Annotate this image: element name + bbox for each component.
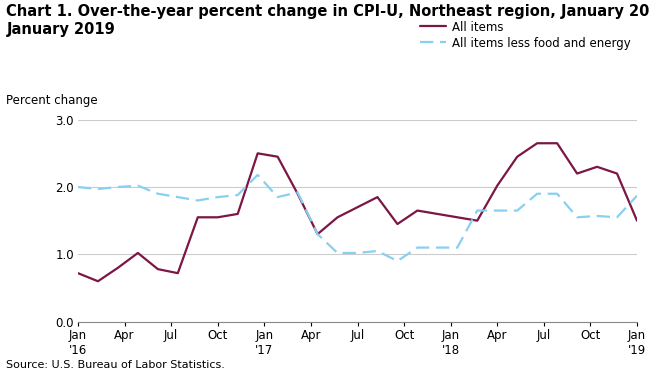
All items less food and energy [434,245,441,250]
All items less food and energy [154,191,162,196]
All items less food and energy [314,232,322,236]
All items less food and energy [214,195,222,199]
All items less food and energy [294,190,302,194]
All items less food and energy [613,215,621,220]
All items less food and energy [174,195,182,199]
Legend: All items, All items less food and energy: All items, All items less food and energ… [421,21,631,49]
Line: All items less food and energy: All items less food and energy [78,175,637,261]
All items [593,165,601,169]
All items [613,171,621,176]
All items [473,218,481,223]
All items less food and energy [74,185,82,189]
All items [294,191,302,196]
All items less food and energy [593,214,601,218]
All items [154,267,162,272]
All items less food and energy [234,193,242,197]
All items [114,266,122,270]
All items [393,222,401,226]
All items less food and energy [114,185,122,189]
All items less food and energy [333,251,341,255]
All items less food and energy [393,259,401,263]
All items less food and energy [493,208,501,213]
All items less food and energy [533,191,541,196]
All items less food and energy [94,187,102,191]
All items less food and energy [573,215,581,220]
All items [174,271,182,275]
All items [454,215,462,220]
All items less food and energy [134,183,142,188]
All items [74,271,82,275]
Text: Percent change: Percent change [6,94,98,107]
All items [374,195,382,199]
Text: Source: U.S. Bureau of Labor Statistics.: Source: U.S. Bureau of Labor Statistics. [6,360,226,370]
All items less food and energy [354,251,361,255]
All items [254,151,261,156]
All items [354,205,361,209]
All items [434,212,441,216]
All items less food and energy [254,173,261,177]
Line: All items: All items [78,143,637,281]
All items [533,141,541,145]
All items [194,215,202,220]
All items [633,218,641,223]
All items [94,279,102,283]
Text: Chart 1. Over-the-year percent change in CPI-U, Northeast region, January 2016–
: Chart 1. Over-the-year percent change in… [6,4,650,37]
All items [214,215,222,220]
All items less food and energy [413,245,421,250]
All items less food and energy [274,195,281,199]
All items [234,212,242,216]
All items [274,154,281,159]
All items less food and energy [633,193,641,198]
All items [514,154,521,159]
All items less food and energy [374,249,382,253]
All items [573,171,581,176]
All items less food and energy [454,245,462,250]
All items less food and energy [194,198,202,203]
All items less food and energy [514,208,521,213]
All items [413,208,421,213]
All items less food and energy [473,208,481,213]
All items [553,141,561,145]
All items [134,251,142,255]
All items less food and energy [553,191,561,196]
All items [314,232,322,236]
All items [333,215,341,220]
All items [493,183,501,188]
